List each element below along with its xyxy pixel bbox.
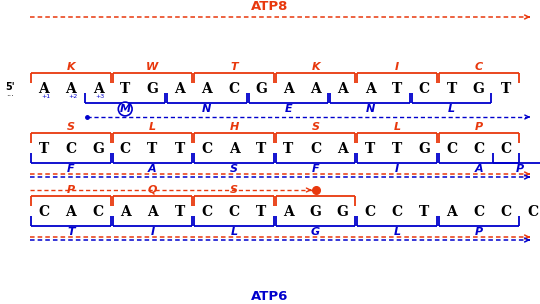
Text: G: G xyxy=(255,82,267,96)
Text: C: C xyxy=(364,205,375,219)
Text: G: G xyxy=(473,82,485,96)
Text: G: G xyxy=(309,205,321,219)
Text: +3: +3 xyxy=(96,95,105,99)
Text: C: C xyxy=(201,205,212,219)
Text: E: E xyxy=(285,104,292,114)
Text: A: A xyxy=(147,205,158,219)
Text: A: A xyxy=(201,82,212,96)
Text: C: C xyxy=(65,142,76,156)
Text: A: A xyxy=(148,164,157,174)
Text: S: S xyxy=(67,122,75,132)
Text: L: L xyxy=(231,227,238,237)
Text: C: C xyxy=(473,142,484,156)
Text: A: A xyxy=(38,82,49,96)
Text: P: P xyxy=(516,164,524,174)
Text: A: A xyxy=(338,142,348,156)
Text: T: T xyxy=(392,142,402,156)
Text: G: G xyxy=(146,82,158,96)
Text: C: C xyxy=(528,205,539,219)
Text: T: T xyxy=(38,142,49,156)
Text: ATP8: ATP8 xyxy=(251,1,289,13)
Text: I: I xyxy=(395,164,399,174)
Text: C: C xyxy=(38,205,49,219)
Text: T: T xyxy=(67,227,75,237)
Text: S: S xyxy=(230,185,238,195)
Text: G: G xyxy=(92,142,104,156)
Text: I: I xyxy=(395,62,399,72)
Text: C: C xyxy=(310,142,321,156)
Text: A: A xyxy=(65,205,76,219)
Text: C: C xyxy=(228,82,240,96)
Text: C: C xyxy=(120,142,131,156)
Text: G: G xyxy=(337,205,349,219)
Text: T: T xyxy=(392,82,402,96)
Text: T: T xyxy=(147,142,158,156)
Text: Q: Q xyxy=(147,185,157,195)
Text: T: T xyxy=(256,205,266,219)
Text: C: C xyxy=(475,62,483,72)
Text: +2: +2 xyxy=(68,95,77,99)
Text: S: S xyxy=(312,122,320,132)
Text: 5': 5' xyxy=(5,82,15,92)
Text: A: A xyxy=(283,205,294,219)
Text: C: C xyxy=(501,205,511,219)
Text: C: C xyxy=(392,205,403,219)
Text: T: T xyxy=(501,82,511,96)
Text: C: C xyxy=(92,205,104,219)
Text: A: A xyxy=(65,82,76,96)
Text: A: A xyxy=(310,82,321,96)
Text: A: A xyxy=(364,82,375,96)
Text: +1: +1 xyxy=(41,95,50,99)
Text: C: C xyxy=(201,142,212,156)
Text: G: G xyxy=(311,227,320,237)
Text: C: C xyxy=(228,205,240,219)
Text: A: A xyxy=(475,164,483,174)
Text: M: M xyxy=(120,104,131,114)
Text: T: T xyxy=(120,82,130,96)
Text: K: K xyxy=(66,62,75,72)
Text: T: T xyxy=(419,205,429,219)
Text: L: L xyxy=(394,227,401,237)
Text: A: A xyxy=(338,82,348,96)
Text: L: L xyxy=(149,122,156,132)
Text: A: A xyxy=(228,142,239,156)
Text: N: N xyxy=(202,104,212,114)
Text: T: T xyxy=(365,142,375,156)
Text: P: P xyxy=(67,185,75,195)
Text: T: T xyxy=(230,62,238,72)
Text: T: T xyxy=(284,142,294,156)
Text: A: A xyxy=(283,82,294,96)
Text: ATP6: ATP6 xyxy=(251,289,289,302)
Text: I: I xyxy=(150,227,154,237)
Text: N: N xyxy=(366,104,375,114)
Text: A: A xyxy=(446,205,457,219)
Text: K: K xyxy=(311,62,320,72)
Text: T: T xyxy=(174,142,185,156)
Text: P: P xyxy=(475,227,483,237)
Text: F: F xyxy=(312,164,320,174)
Text: C: C xyxy=(446,142,457,156)
Text: T: T xyxy=(447,82,457,96)
Text: C: C xyxy=(419,82,430,96)
Text: H: H xyxy=(230,122,239,132)
Text: A: A xyxy=(93,82,103,96)
Text: F: F xyxy=(67,164,75,174)
Text: ...: ... xyxy=(6,89,14,98)
Text: T: T xyxy=(174,205,185,219)
Text: G: G xyxy=(418,142,430,156)
Text: W: W xyxy=(146,62,159,72)
Text: C: C xyxy=(501,142,511,156)
Text: L: L xyxy=(448,104,455,114)
Text: S: S xyxy=(230,164,238,174)
Text: P: P xyxy=(475,122,483,132)
Text: C: C xyxy=(473,205,484,219)
Text: A: A xyxy=(174,82,185,96)
Text: T: T xyxy=(256,142,266,156)
Text: L: L xyxy=(394,122,401,132)
Text: A: A xyxy=(120,205,131,219)
